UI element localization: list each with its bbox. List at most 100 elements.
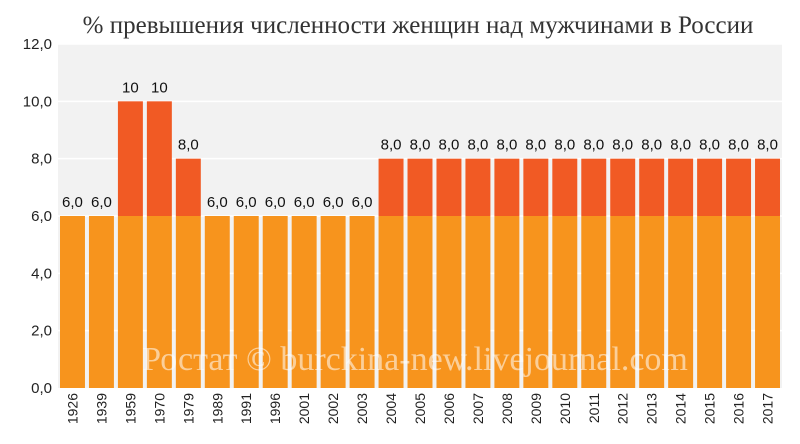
data-label: 8,0	[641, 137, 662, 154]
y-tick-label: 2,0	[31, 323, 52, 340]
data-label: 8,0	[525, 137, 546, 154]
x-tick-label: 2005	[412, 393, 428, 424]
bar-segment-1	[436, 158, 462, 216]
bar-segment-0	[378, 216, 404, 388]
data-label: 6,0	[265, 194, 286, 211]
data-label: 8,0	[178, 137, 199, 154]
bar-segment-1	[465, 158, 491, 216]
bar-segment-1	[755, 158, 780, 216]
data-label: 10	[122, 79, 139, 96]
y-tick-label: 4,0	[31, 265, 52, 282]
bar-segment-0	[262, 216, 288, 388]
data-label: 8,0	[410, 137, 431, 154]
x-tick-label: 2010	[557, 393, 573, 424]
data-label: 8,0	[728, 137, 749, 154]
bar-segment-0	[204, 216, 230, 388]
bar-segment-0	[552, 216, 578, 388]
data-label: 6,0	[323, 194, 344, 211]
bar-segment-0	[233, 216, 259, 388]
x-tick-label: 2014	[673, 393, 689, 424]
bar-segment-0	[610, 216, 636, 388]
data-label: 8,0	[439, 137, 460, 154]
data-label: 8,0	[757, 137, 778, 154]
bar-segment-0	[175, 216, 201, 388]
x-tick-label: 2007	[470, 393, 486, 424]
data-label: 8,0	[467, 137, 488, 154]
x-tick-label: 2015	[702, 393, 718, 424]
bar-segment-1	[639, 158, 665, 216]
data-label: 6,0	[294, 194, 315, 211]
bar-segment-0	[88, 216, 114, 388]
bar-segment-0	[581, 216, 607, 388]
x-tick-label: 1979	[180, 393, 196, 424]
data-label: 10	[151, 79, 168, 96]
data-label: 6,0	[352, 194, 373, 211]
bar-segment-0	[436, 216, 462, 388]
data-label: 6,0	[62, 194, 83, 211]
x-tick-label: 1996	[267, 393, 283, 424]
bar-segment-0	[291, 216, 317, 388]
y-tick-label: 10,0	[23, 93, 52, 110]
bar-segment-1	[697, 158, 723, 216]
data-label: 8,0	[583, 137, 604, 154]
x-tick-label: 2013	[644, 393, 660, 424]
bar-segment-0	[407, 216, 433, 388]
bar-segment-1	[175, 158, 201, 216]
bar-segment-0	[465, 216, 491, 388]
data-label: 8,0	[670, 137, 691, 154]
data-label: 6,0	[207, 194, 228, 211]
bar-segment-0	[146, 216, 172, 388]
bar-segment-1	[726, 158, 752, 216]
y-tick-label: 8,0	[31, 151, 52, 168]
data-labels: 6,0 6,0 10 10 8,0 6,0 6,0 6,0 6,0 6,0 6,0 8,0 8,0 8,0…	[62, 79, 778, 211]
y-tick-label: 0,0	[31, 380, 52, 397]
x-tick-label: 2011	[586, 393, 602, 423]
x-axis: 1926 1939 1959 1970 1979 1989 1991 1996 2001 2002…	[64, 393, 775, 424]
bar-segment-1	[581, 158, 607, 216]
bar-segment-1	[378, 158, 404, 216]
bar-segment-1	[494, 158, 520, 216]
x-tick-label: 1991	[238, 393, 254, 424]
data-label: 8,0	[554, 137, 575, 154]
data-label: 8,0	[612, 137, 633, 154]
bar-segment-0	[755, 216, 780, 388]
y-axis: 0,0 2,0 4,0 6,0 8,0 10,0 12,0	[23, 36, 52, 397]
x-tick-label: 1970	[151, 393, 167, 424]
bar-segment-0	[726, 216, 752, 388]
bars	[60, 101, 780, 388]
chart-title: % превышения численности женщин над мужч…	[83, 12, 754, 39]
x-tick-label: 2001	[296, 393, 312, 424]
x-tick-label: 1959	[122, 393, 138, 424]
data-label: 8,0	[699, 137, 720, 154]
y-tick-label: 12,0	[23, 36, 52, 53]
bar-segment-0	[349, 216, 375, 388]
data-label: 6,0	[91, 194, 112, 211]
bar-segment-0	[668, 216, 694, 388]
bar-segment-1	[146, 101, 172, 216]
y-tick-label: 6,0	[31, 208, 52, 225]
bar-segment-0	[639, 216, 665, 388]
bar-segment-1	[610, 158, 636, 216]
x-tick-label: 2004	[383, 393, 399, 424]
x-tick-label: 2016	[731, 393, 747, 424]
watermark: Ростат © burckina-new.livejournal.com	[142, 341, 688, 378]
x-tick-label: 2009	[528, 393, 544, 424]
x-tick-label: 1989	[209, 393, 225, 424]
bar-segment-1	[552, 158, 578, 216]
bar-segment-0	[320, 216, 346, 388]
data-label: 6,0	[236, 194, 257, 211]
bar-segment-0	[117, 216, 143, 388]
bar-segment-1	[117, 101, 143, 216]
x-tick-label: 2012	[615, 393, 631, 424]
bar-segment-1	[668, 158, 694, 216]
x-tick-label: 2003	[354, 393, 370, 424]
x-tick-label: 2017	[760, 393, 776, 424]
x-tick-label: 1926	[64, 393, 80, 424]
data-label: 8,0	[381, 137, 402, 154]
bar-segment-0	[697, 216, 723, 388]
x-tick-label: 2008	[499, 393, 515, 424]
data-label: 8,0	[496, 137, 517, 154]
bar-segment-0	[494, 216, 520, 388]
